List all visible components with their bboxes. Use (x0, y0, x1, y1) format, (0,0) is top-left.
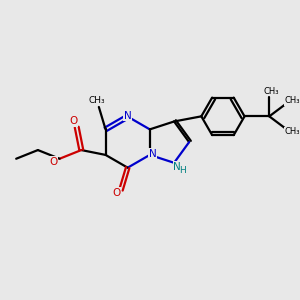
Text: CH₃: CH₃ (285, 127, 300, 136)
Text: CH₃: CH₃ (263, 87, 279, 96)
Text: N: N (124, 111, 132, 121)
Text: O: O (70, 116, 78, 126)
Text: H: H (180, 166, 186, 175)
Text: O: O (112, 188, 120, 198)
Text: CH₃: CH₃ (285, 96, 300, 105)
Text: O: O (50, 157, 58, 167)
Text: N: N (149, 149, 157, 159)
Text: N: N (173, 162, 181, 172)
Text: CH₃: CH₃ (88, 96, 105, 105)
